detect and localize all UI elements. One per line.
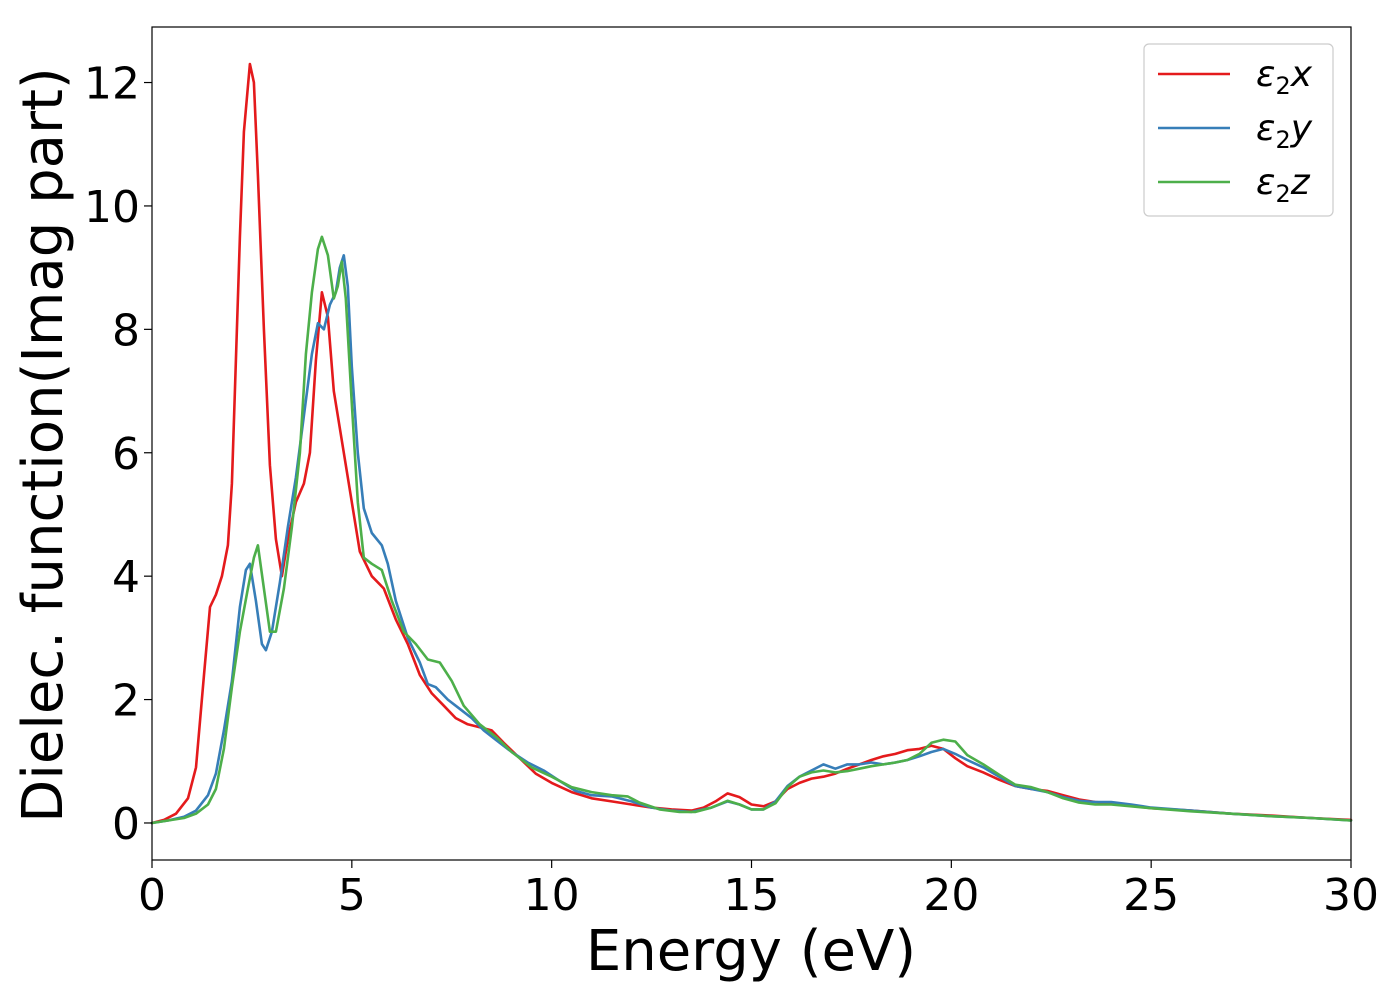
- y-tick-label: 6: [112, 429, 140, 480]
- series-line-z: [150, 235, 1353, 825]
- y-tick-label: 12: [84, 59, 140, 110]
- legend: ε2x ε2y ε2z: [1143, 43, 1334, 217]
- x-tick-label: 10: [524, 870, 580, 921]
- y-tick-label: 8: [112, 305, 140, 356]
- series-line-y: [150, 254, 1353, 825]
- y-tick-label: 10: [84, 182, 140, 233]
- y-tick-label: 0: [112, 799, 140, 850]
- y-tick-label: 2: [112, 676, 140, 727]
- x-tick-label: 5: [338, 870, 366, 921]
- legend-label-z: ε2z: [1256, 162, 1311, 208]
- series-layer: [150, 62, 1353, 825]
- y-tick-label: 4: [112, 552, 140, 603]
- series-line-x: [150, 62, 1353, 825]
- legend-label-y: ε2y: [1256, 108, 1313, 154]
- y-axis-title: Dielec. function(Imag part): [11, 67, 76, 823]
- legend-label-x: ε2x: [1256, 54, 1313, 100]
- legend-box: [1143, 43, 1334, 217]
- x-tick-label: 15: [724, 870, 780, 921]
- x-axis-title: Energy (eV): [586, 919, 916, 984]
- x-tick-label: 25: [1123, 870, 1179, 921]
- x-tick-label: 0: [138, 870, 166, 921]
- y-axis-ticks: 0 2 4 6 8 10 12: [84, 59, 152, 850]
- x-axis-ticks: 0 5 10 15 20 25 30: [138, 860, 1379, 921]
- x-tick-label: 20: [923, 870, 979, 921]
- x-tick-label: 30: [1323, 870, 1379, 921]
